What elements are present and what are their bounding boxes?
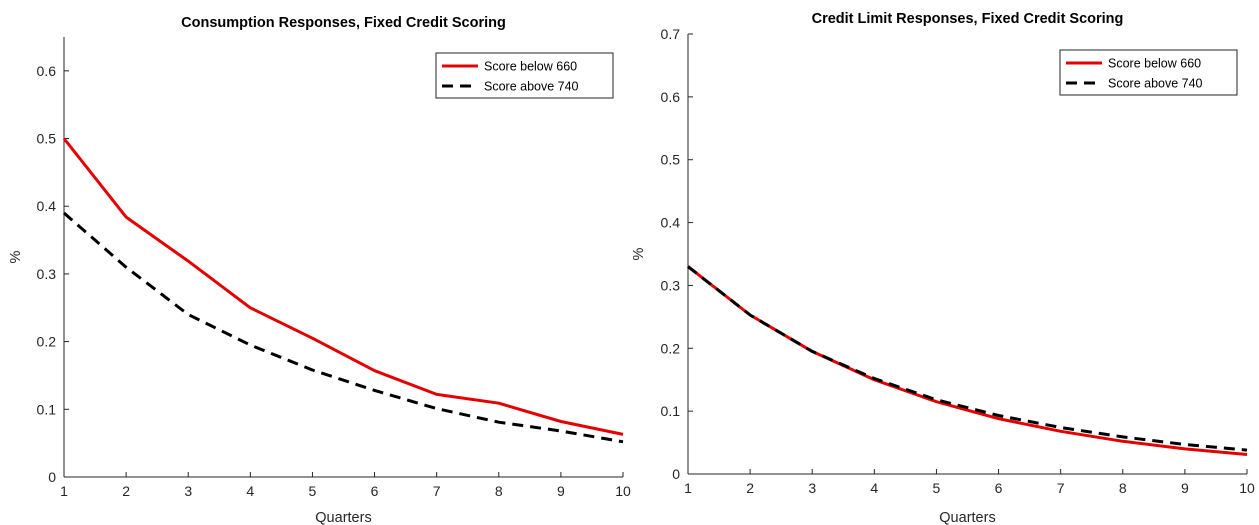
y-tick-label: 0	[672, 466, 680, 482]
x-tick-label: 7	[1057, 480, 1065, 496]
legend-label-1: Score below 660	[1108, 57, 1201, 71]
x-tick-label: 3	[184, 483, 192, 499]
legend-box	[435, 52, 614, 99]
x-tick-label: 3	[808, 480, 816, 496]
y-tick-label: 0.4	[37, 198, 57, 214]
x-tick-label: 10	[615, 483, 631, 499]
x-tick-label: 8	[495, 483, 503, 499]
series-line-1	[687, 265, 1248, 456]
chart-1: Consumption Responses, Fixed Credit Scor…	[8, 15, 631, 525]
y-tick-label: 0.7	[661, 26, 681, 42]
y-axis-label: %	[631, 247, 647, 260]
y-tick-label: 0.3	[661, 277, 681, 293]
x-tick-label: 9	[557, 483, 565, 499]
x-tick-label: 1	[684, 480, 692, 496]
x-axis-label: Quarters	[315, 510, 371, 525]
x-tick-label: 9	[1181, 480, 1189, 496]
y-tick-label: 0.4	[661, 215, 681, 231]
x-tick-label: 2	[746, 480, 754, 496]
y-tick-label: 0.5	[37, 131, 57, 147]
x-tick-label: 5	[309, 483, 317, 499]
series-line-2	[63, 211, 624, 444]
series-line-2	[687, 265, 1248, 452]
x-tick-label: 7	[433, 483, 441, 499]
y-tick-label: 0.6	[661, 89, 681, 105]
x-axis-label: Quarters	[939, 510, 995, 525]
y-axis-label: %	[8, 250, 24, 263]
y-tick-label: 0.1	[37, 401, 57, 417]
y-tick-label: 0	[48, 469, 56, 485]
x-tick-label: 8	[1119, 480, 1127, 496]
x-tick-label: 4	[246, 483, 254, 499]
x-tick-label: 6	[371, 483, 379, 499]
legend: Score below 660 Score above 740	[435, 52, 614, 99]
y-tick-label: 0.3	[37, 266, 57, 282]
x-tick-label: 5	[933, 480, 941, 496]
y-tick-label: 0.2	[661, 340, 681, 356]
legend-label-1: Score below 660	[484, 60, 577, 74]
legend-label-2: Score above 740	[484, 80, 579, 94]
chart-title: Credit Limit Responses, Fixed Credit Sco…	[812, 11, 1124, 27]
y-tick-label: 0.5	[661, 152, 681, 168]
x-tick-label: 1	[60, 483, 68, 499]
series-line-1	[62, 137, 624, 436]
x-tick-label: 2	[122, 483, 130, 499]
legend-label-2: Score above 740	[1108, 77, 1203, 91]
chart-2: Credit Limit Responses, Fixed Credit Sco…	[631, 11, 1255, 525]
y-tick-label: 0.6	[37, 63, 57, 79]
x-tick-label: 10	[1239, 480, 1255, 496]
y-tick-label: 0.1	[661, 403, 681, 419]
x-tick-label: 6	[995, 480, 1003, 496]
legend-box	[1059, 49, 1238, 96]
x-tick-label: 4	[870, 480, 878, 496]
chart-title: Consumption Responses, Fixed Credit Scor…	[181, 15, 506, 31]
legend: Score below 660 Score above 740	[1059, 49, 1238, 96]
y-tick-label: 0.2	[37, 334, 57, 350]
